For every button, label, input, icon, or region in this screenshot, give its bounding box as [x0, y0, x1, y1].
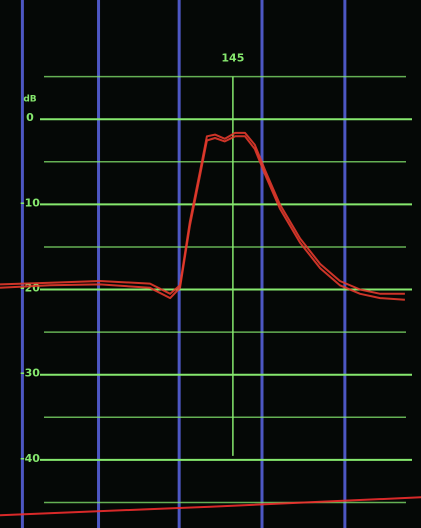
y-tick-label: -30 — [20, 367, 40, 380]
y-tick-label: -20 — [20, 282, 40, 295]
trace — [0, 131, 405, 295]
trace — [0, 135, 405, 301]
trace — [0, 496, 421, 517]
y-tick-label: -40 — [20, 452, 40, 465]
y-axis-label: dB — [23, 95, 36, 105]
marker-label: 145 — [221, 52, 244, 65]
y-tick-label: 0 — [26, 111, 34, 124]
y-tick-label: -10 — [20, 196, 40, 209]
